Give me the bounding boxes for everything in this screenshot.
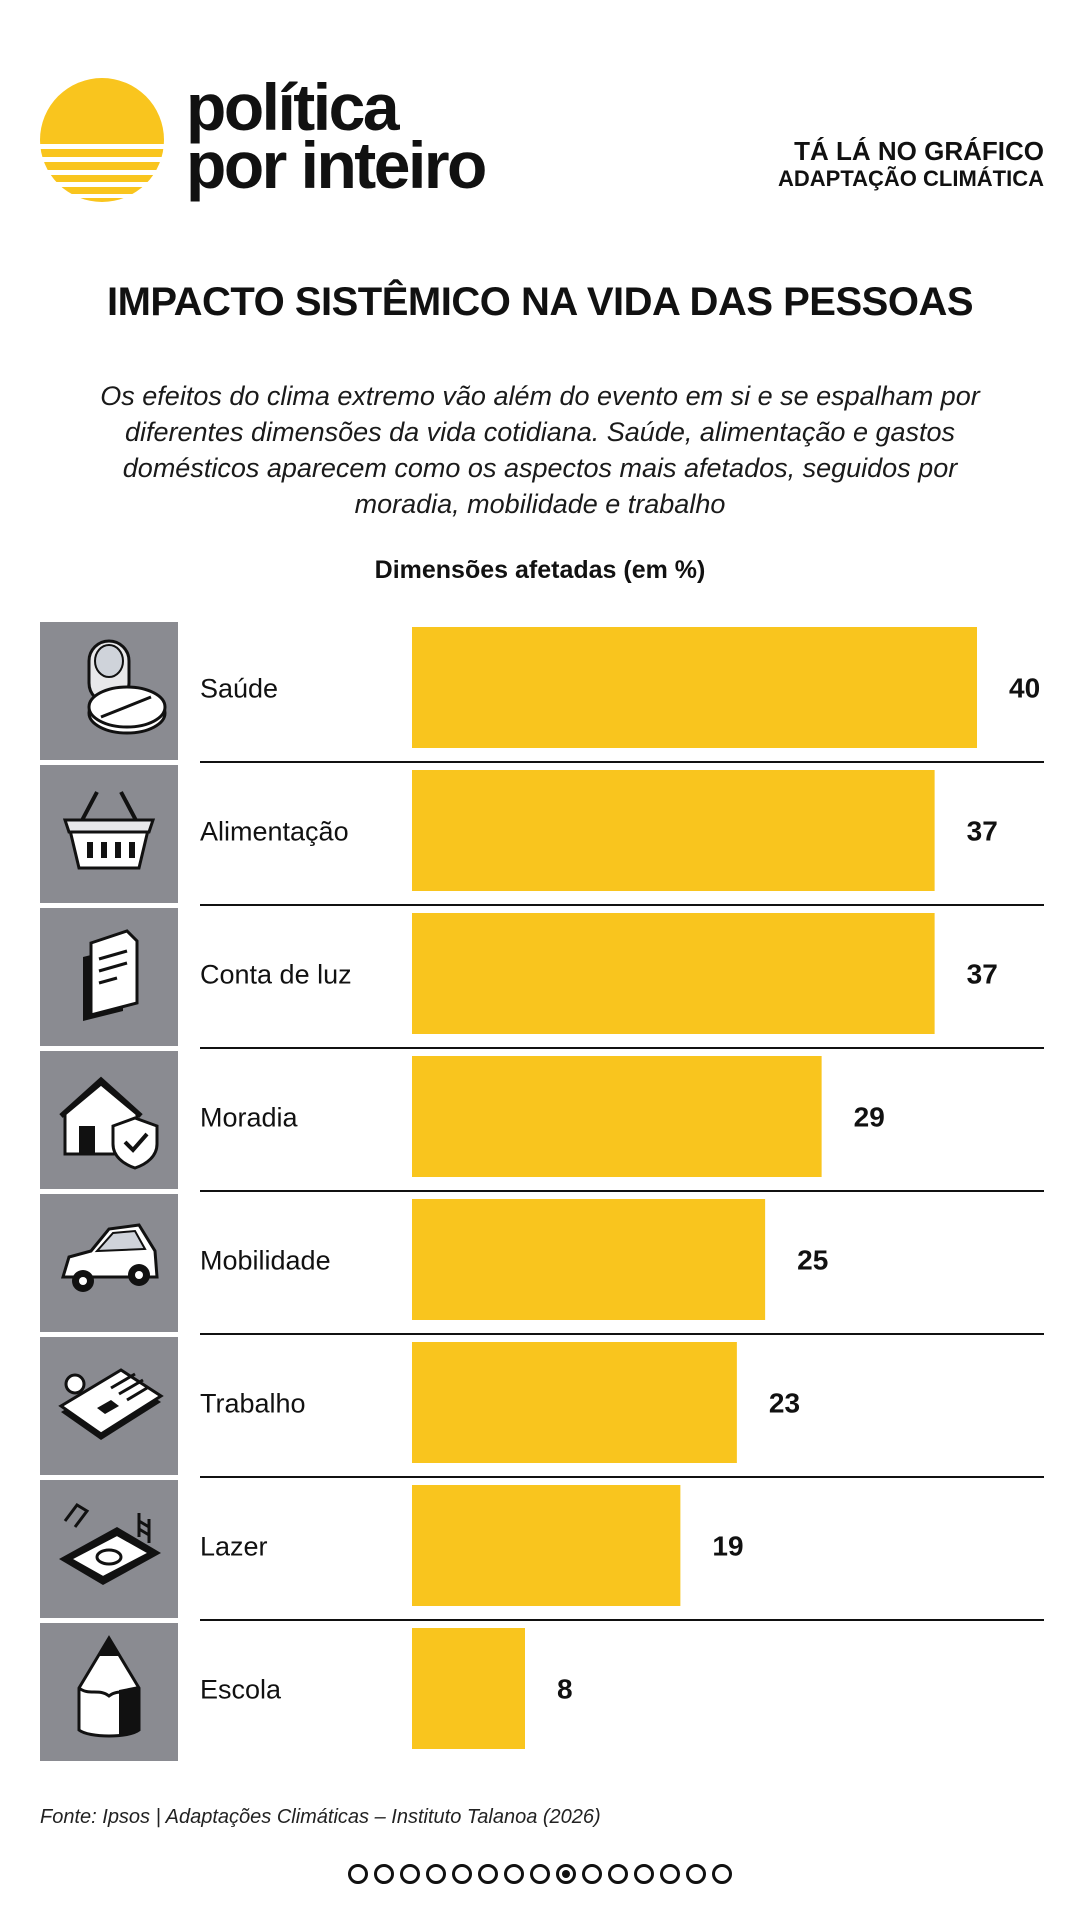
logo-sun-icon — [40, 78, 164, 202]
category-label: Conta de luz — [200, 960, 352, 990]
value-label: 19 — [712, 1531, 743, 1562]
category-label: Mobilidade — [200, 1246, 331, 1276]
value-label: 40 — [1009, 673, 1040, 704]
series-label: TÁ LÁ NO GRÁFICO — [794, 136, 1044, 166]
page-title: IMPACTO SISTÊMICO NA VIDA DAS PESSOAS — [106, 280, 974, 324]
bar — [412, 1485, 681, 1606]
category-label: Escola — [200, 1675, 282, 1705]
bar — [412, 1628, 525, 1749]
series-tag: TÁ LÁ NO GRÁFICO ADAPTAÇÃO CLIMÁTICA — [778, 136, 1044, 192]
pagination-dots — [0, 1864, 1080, 1884]
value-label: 29 — [854, 1102, 885, 1133]
category-label: Saúde — [200, 674, 278, 704]
category-label: Alimentação — [200, 817, 349, 847]
shopping-basket-icon — [40, 765, 178, 903]
brand-logo: política por inteiro — [186, 70, 487, 202]
pagination-dot[interactable] — [504, 1864, 524, 1884]
series-topic: ADAPTAÇÃO CLIMÁTICA — [777, 166, 1044, 191]
pagination-dot[interactable] — [348, 1864, 368, 1884]
value-label: 37 — [967, 959, 998, 990]
pagination-dot[interactable] — [660, 1864, 680, 1884]
id-badge-icon — [40, 1337, 178, 1475]
bar — [412, 1342, 737, 1463]
value-label: 23 — [769, 1388, 800, 1419]
page-subtitle: Os efeitos do clima extremo vão além do … — [100, 381, 980, 519]
bill-document-icon — [40, 908, 178, 1046]
value-label: 8 — [557, 1674, 573, 1705]
pagination-dot[interactable] — [452, 1864, 472, 1884]
brand-line-1: política — [186, 70, 400, 144]
bar — [412, 1056, 822, 1177]
bar — [412, 627, 977, 748]
pagination-dot[interactable] — [686, 1864, 706, 1884]
pool-icon — [40, 1480, 178, 1618]
value-label: 25 — [797, 1245, 828, 1276]
chart-title: Dimensões afetadas (em %) — [374, 556, 706, 584]
pagination-dot[interactable] — [530, 1864, 550, 1884]
category-label: Trabalho — [200, 1389, 306, 1419]
pagination-dot[interactable] — [426, 1864, 446, 1884]
category-label: Moradia — [200, 1103, 299, 1133]
car-icon — [40, 1194, 178, 1332]
pagination-dot[interactable] — [608, 1864, 628, 1884]
pills-icon — [40, 622, 178, 760]
pagination-dot[interactable] — [556, 1864, 576, 1884]
bar — [412, 1199, 766, 1320]
pagination-dot[interactable] — [634, 1864, 654, 1884]
bar — [412, 770, 935, 891]
category-label: Lazer — [200, 1532, 268, 1562]
pagination-dot[interactable] — [478, 1864, 498, 1884]
house-shield-icon — [40, 1051, 178, 1189]
pagination-dot[interactable] — [400, 1864, 420, 1884]
value-label: 37 — [967, 816, 998, 847]
pencil-icon — [40, 1623, 178, 1761]
pagination-dot[interactable] — [712, 1864, 732, 1884]
source-note: Fonte: Ipsos | Adaptações Climáticas – I… — [40, 1806, 601, 1828]
bar — [412, 913, 935, 1034]
pagination-dot[interactable] — [582, 1864, 602, 1884]
bar-chart: Saúde 40 Alimentação 37 Conta de luz 37 Moradi… — [40, 622, 1044, 1761]
brand-line-2: por inteiro — [186, 128, 487, 202]
pagination-dot[interactable] — [374, 1864, 394, 1884]
